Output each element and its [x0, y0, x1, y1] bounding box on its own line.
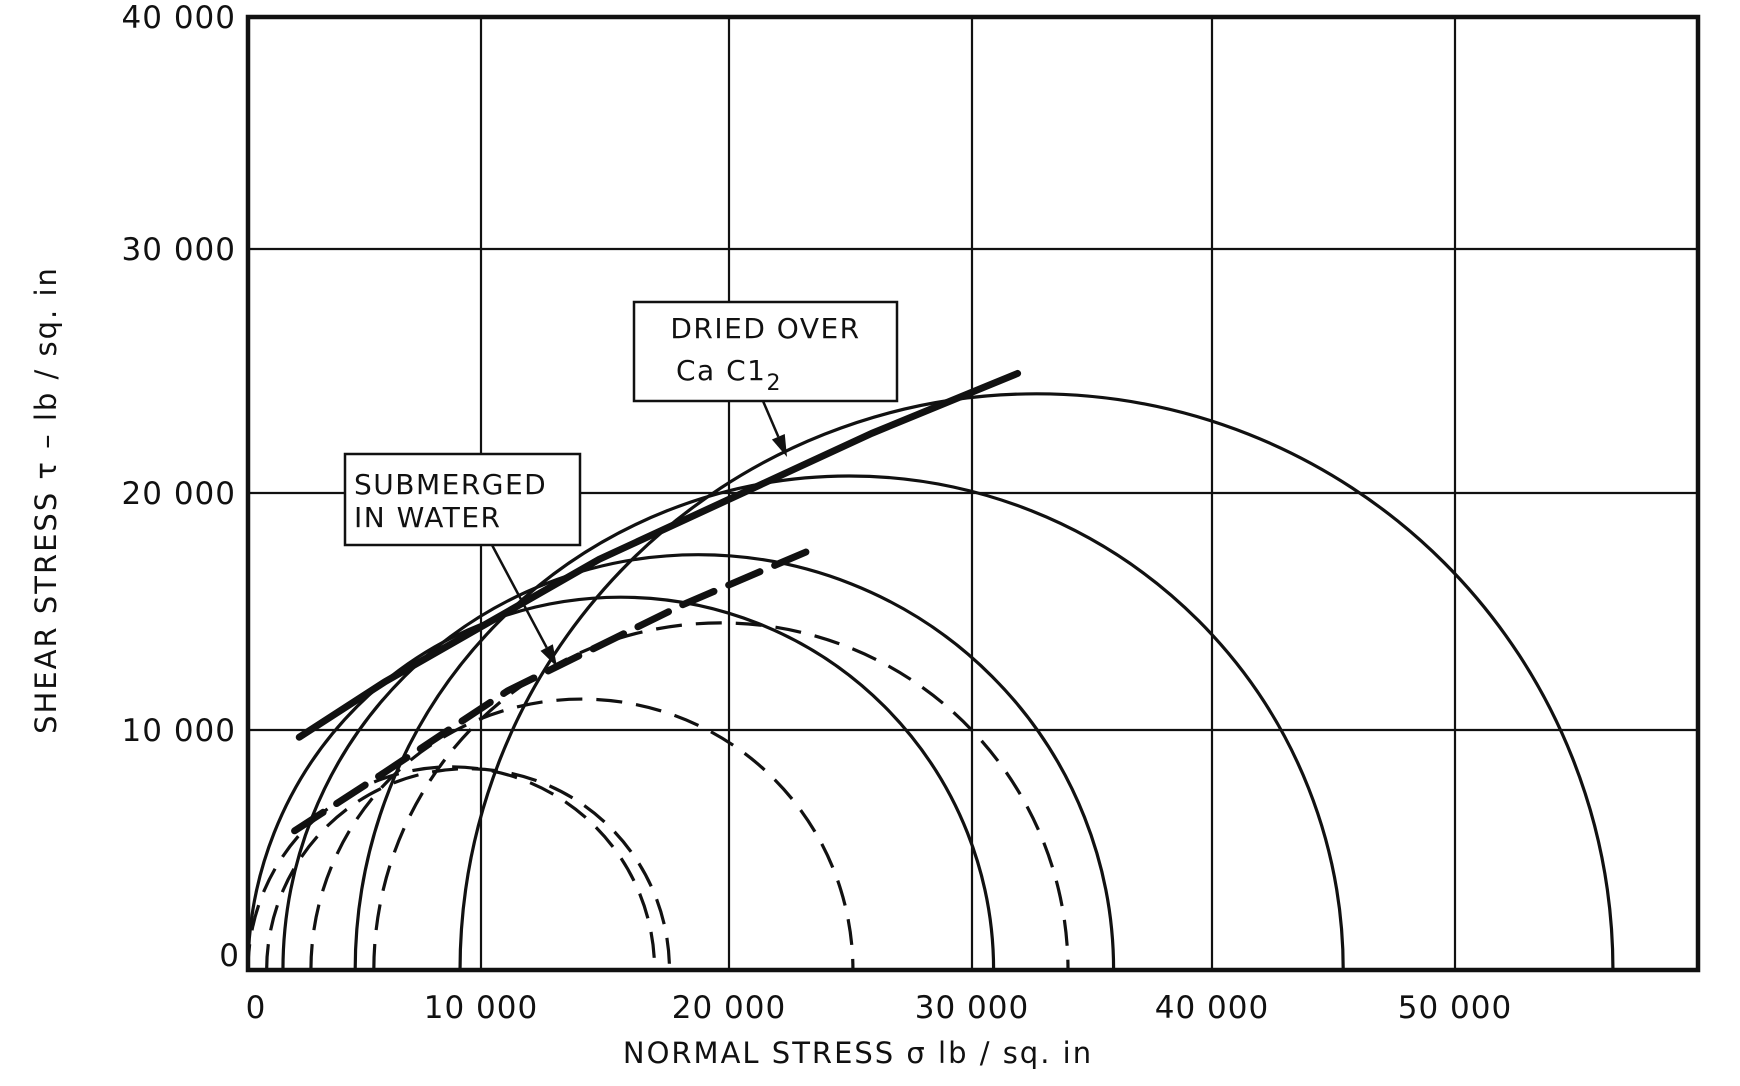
- arrow-head-icon: [771, 434, 787, 457]
- dried-mohr-circle: [458, 392, 1615, 971]
- submerged-mohr-circle: [265, 766, 672, 971]
- dried-mohr-circle: [281, 553, 1116, 971]
- x-tick-label: 20 000: [672, 990, 786, 1026]
- y-tick-label: 10 000: [122, 713, 236, 749]
- annotation-label-line1: SUBMERGED: [354, 468, 547, 501]
- annotation-label-line2: IN WATER: [354, 501, 502, 534]
- dried-failure-envelope: [295, 369, 1022, 741]
- x-tick-label: 40 000: [1155, 990, 1269, 1026]
- x-tick-label: 30 000: [915, 990, 1029, 1026]
- dried-mohr-circle: [353, 474, 1345, 971]
- y-tick-label: 30 000: [122, 232, 236, 268]
- arrow-head-icon: [540, 644, 557, 667]
- failure-envelopes: [291, 369, 1022, 835]
- annotation-box: [632, 300, 899, 403]
- mohr-circles: [246, 392, 1615, 971]
- y-axis-title: SHEAR STRESS τ – lb / sq. in: [29, 266, 63, 734]
- annotation-arrow: [490, 544, 548, 649]
- y-tick-label: 40 000: [122, 0, 236, 36]
- submerged-mohr-circle: [372, 621, 1070, 971]
- y-tick-label: 20 000: [122, 476, 236, 512]
- submerged-mohr-circle: [309, 697, 855, 971]
- plot-frame: [245, 14, 1701, 973]
- x-tick-label: 50 000: [1398, 990, 1512, 1026]
- annotation-box: [343, 452, 582, 547]
- annotation-arrow: [761, 400, 780, 438]
- x-tick-label: 0: [246, 990, 267, 1026]
- x-tick-label: 10 000: [424, 990, 538, 1026]
- x-axis-title: NORMAL STRESS σ lb / sq. in: [623, 1036, 1093, 1070]
- annotation-label-line1: DRIED OVER: [670, 312, 860, 345]
- x-axis-tick-labels: 0 10 000 20 000 30 000 40 000 50 000: [246, 990, 1512, 1026]
- submerged-mohr-circle: [246, 765, 657, 971]
- y-tick-label: 0: [219, 938, 240, 974]
- dried-mohr-circle: [246, 595, 996, 971]
- submerged-failure-envelope: [291, 544, 820, 835]
- y-axis-tick-labels: 0 10 000 20 000 30 000 40 000: [122, 0, 240, 974]
